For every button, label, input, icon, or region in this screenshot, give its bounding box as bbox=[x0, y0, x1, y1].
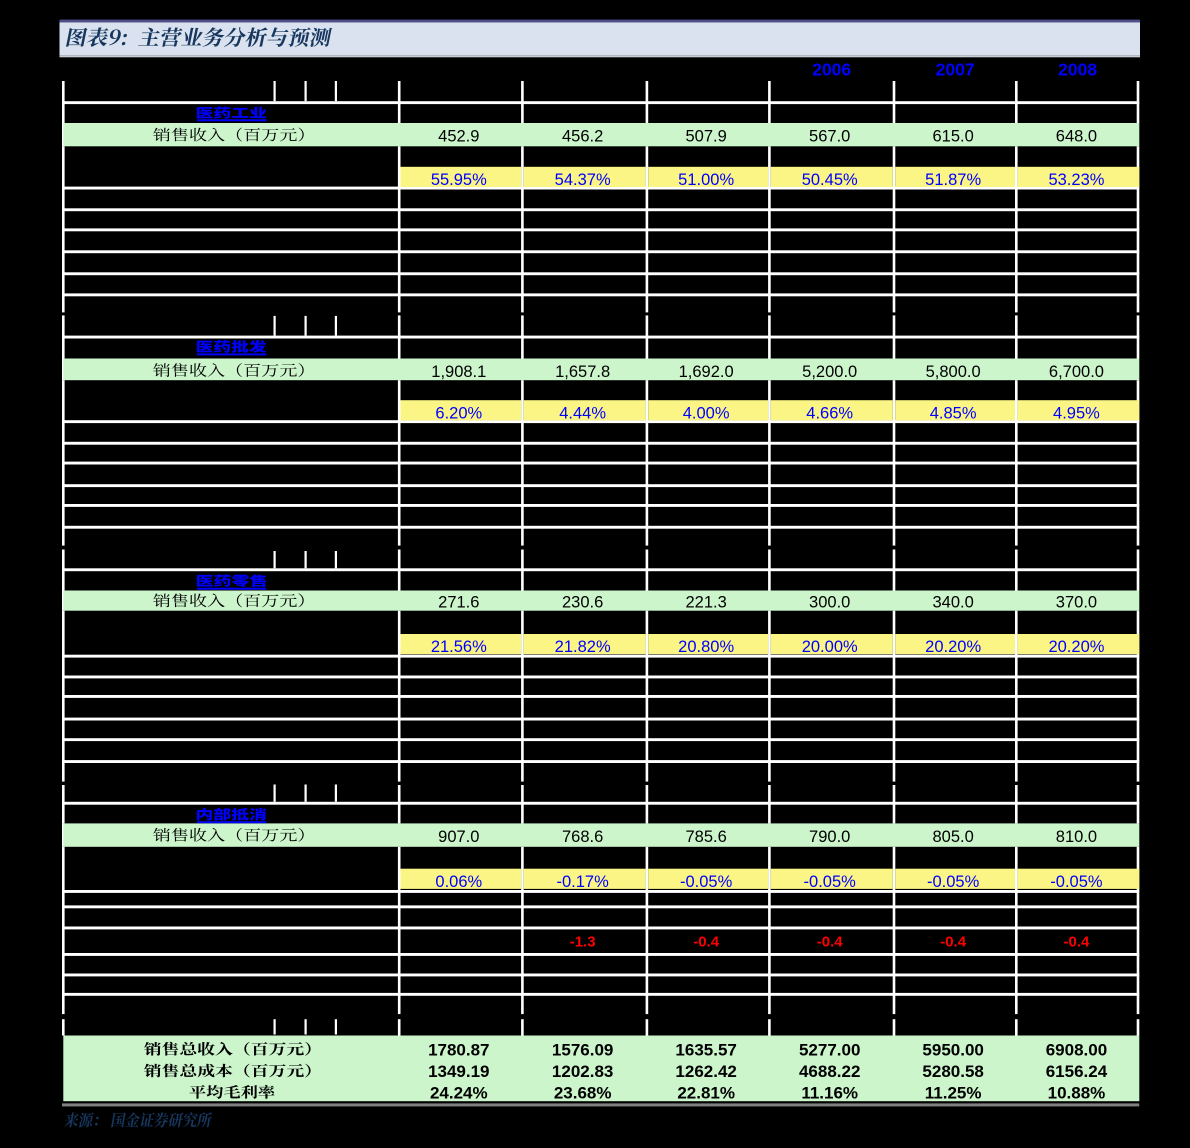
svg-text:4.95%: 4.95% bbox=[1053, 404, 1100, 422]
svg-text:-0.05%: -0.05% bbox=[680, 873, 733, 891]
svg-text:1,908.1: 1,908.1 bbox=[431, 363, 486, 381]
svg-text:-0.4: -0.4 bbox=[817, 934, 844, 951]
svg-text:23.68%: 23.68% bbox=[554, 1084, 612, 1103]
svg-text:221.3: 221.3 bbox=[686, 593, 727, 611]
svg-text:340.0: 340.0 bbox=[933, 593, 974, 611]
svg-text:24.24%: 24.24% bbox=[430, 1084, 488, 1103]
svg-text:4.66%: 4.66% bbox=[806, 404, 853, 422]
svg-text:785.6: 785.6 bbox=[686, 828, 727, 846]
svg-text:21.56%: 21.56% bbox=[431, 638, 487, 656]
svg-text:22.81%: 22.81% bbox=[677, 1084, 735, 1103]
svg-text:805.0: 805.0 bbox=[933, 828, 974, 846]
svg-text:1,657.8: 1,657.8 bbox=[555, 363, 610, 381]
svg-text:6908.00: 6908.00 bbox=[1046, 1040, 1107, 1059]
svg-text:456.2: 456.2 bbox=[562, 128, 603, 146]
svg-text:1780.87: 1780.87 bbox=[428, 1040, 489, 1059]
svg-text:768.6: 768.6 bbox=[562, 828, 603, 846]
svg-text:4.85%: 4.85% bbox=[930, 404, 977, 422]
svg-text:1262.42: 1262.42 bbox=[675, 1062, 736, 1081]
svg-text:790.0: 790.0 bbox=[809, 828, 850, 846]
svg-text:20.20%: 20.20% bbox=[925, 638, 981, 656]
svg-text:271.6: 271.6 bbox=[438, 593, 479, 611]
svg-text:6,700.0: 6,700.0 bbox=[1049, 363, 1104, 381]
svg-text:21.82%: 21.82% bbox=[555, 638, 611, 656]
svg-text:-0.4: -0.4 bbox=[940, 934, 967, 951]
svg-text:4.00%: 4.00% bbox=[683, 404, 730, 422]
svg-text:1202.83: 1202.83 bbox=[552, 1062, 613, 1081]
svg-text:-1.3: -1.3 bbox=[570, 934, 596, 951]
svg-text:2007: 2007 bbox=[936, 60, 975, 80]
svg-text:4.44%: 4.44% bbox=[559, 404, 606, 422]
svg-text:567.0: 567.0 bbox=[809, 128, 850, 146]
svg-text:615.0: 615.0 bbox=[933, 128, 974, 146]
svg-text:55.95%: 55.95% bbox=[431, 171, 487, 189]
svg-text:-0.4: -0.4 bbox=[1064, 934, 1091, 951]
svg-text:230.6: 230.6 bbox=[562, 593, 603, 611]
svg-text:370.0: 370.0 bbox=[1056, 593, 1097, 611]
svg-text:2006: 2006 bbox=[812, 60, 851, 80]
svg-text:5280.58: 5280.58 bbox=[922, 1062, 983, 1081]
svg-text:1635.57: 1635.57 bbox=[675, 1040, 736, 1059]
svg-text:20.80%: 20.80% bbox=[678, 638, 734, 656]
svg-text:-0.17%: -0.17% bbox=[557, 873, 610, 891]
svg-text:6.20%: 6.20% bbox=[435, 404, 482, 422]
svg-text:10.88%: 10.88% bbox=[1048, 1084, 1106, 1103]
svg-text:1576.09: 1576.09 bbox=[552, 1040, 613, 1059]
svg-text:11.16%: 11.16% bbox=[801, 1084, 858, 1103]
svg-text:-0.4: -0.4 bbox=[693, 934, 720, 951]
svg-text:1349.19: 1349.19 bbox=[428, 1062, 489, 1081]
svg-text:-0.05%: -0.05% bbox=[1050, 873, 1103, 891]
svg-text:11.25%: 11.25% bbox=[925, 1084, 982, 1103]
svg-text:6156.24: 6156.24 bbox=[1046, 1062, 1108, 1081]
svg-text:300.0: 300.0 bbox=[809, 593, 850, 611]
svg-text:20.20%: 20.20% bbox=[1048, 638, 1104, 656]
svg-text:51.00%: 51.00% bbox=[678, 171, 734, 189]
svg-text:53.23%: 53.23% bbox=[1048, 171, 1104, 189]
svg-text:50.45%: 50.45% bbox=[802, 171, 858, 189]
svg-text:5,800.0: 5,800.0 bbox=[926, 363, 981, 381]
svg-text:-0.05%: -0.05% bbox=[804, 873, 857, 891]
svg-text:54.37%: 54.37% bbox=[555, 171, 611, 189]
svg-text:452.9: 452.9 bbox=[438, 128, 479, 146]
svg-text:5,200.0: 5,200.0 bbox=[802, 363, 857, 381]
svg-text:507.9: 507.9 bbox=[686, 128, 727, 146]
svg-text:0.06%: 0.06% bbox=[435, 873, 482, 891]
svg-text:51.87%: 51.87% bbox=[925, 171, 981, 189]
svg-text:5950.00: 5950.00 bbox=[922, 1040, 983, 1059]
svg-text:-0.05%: -0.05% bbox=[927, 873, 980, 891]
svg-text:907.0: 907.0 bbox=[438, 828, 479, 846]
svg-text:5277.00: 5277.00 bbox=[799, 1040, 860, 1059]
svg-text:1,692.0: 1,692.0 bbox=[679, 363, 734, 381]
svg-text:2008: 2008 bbox=[1058, 60, 1097, 80]
svg-text:4688.22: 4688.22 bbox=[799, 1062, 860, 1081]
svg-text:20.00%: 20.00% bbox=[802, 638, 858, 656]
svg-text:648.0: 648.0 bbox=[1056, 128, 1097, 146]
svg-text:810.0: 810.0 bbox=[1056, 828, 1097, 846]
